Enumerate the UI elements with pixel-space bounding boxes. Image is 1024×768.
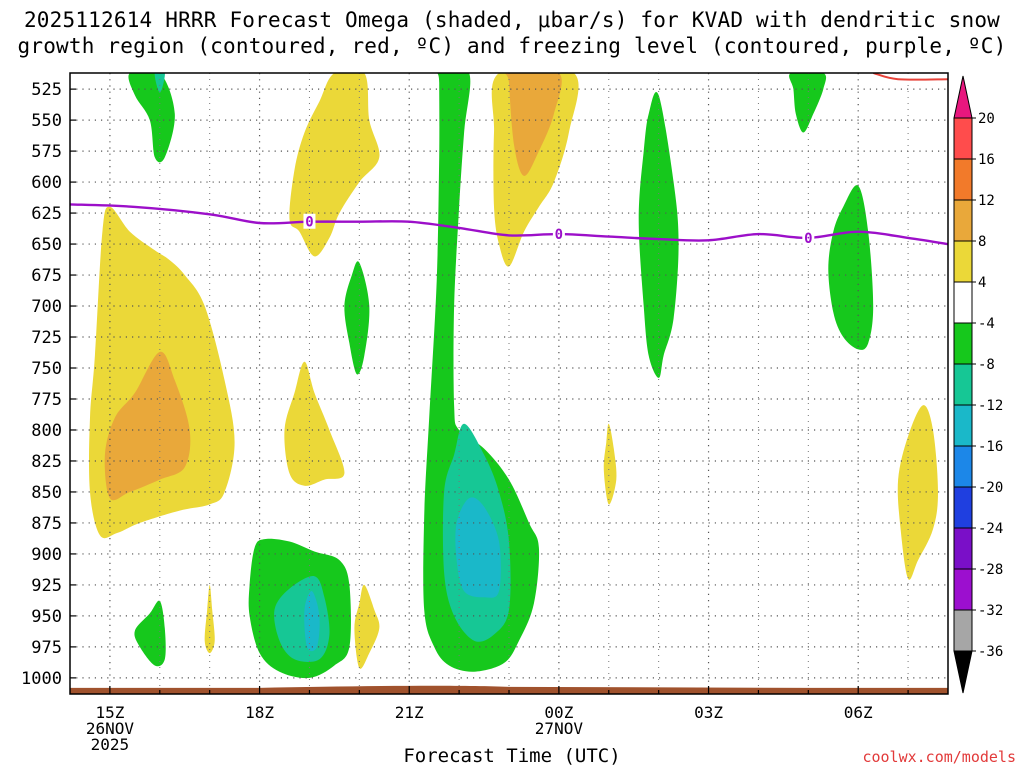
x-tick-label-18Z: 18Z bbox=[245, 703, 274, 722]
colorbar: 20 16 12 8 4 -4 -8 -12 -16 -20 -24 -28 -32 -36 bbox=[953, 75, 1003, 694]
y-tick-label-950: 950 bbox=[31, 607, 62, 627]
y-tick-label-850: 850 bbox=[31, 483, 62, 503]
y-tick-label-800: 800 bbox=[31, 421, 62, 441]
contour-lines: 0 0 0 bbox=[70, 73, 948, 247]
terrain-ground-strip bbox=[70, 685, 948, 694]
grid-lines bbox=[70, 73, 948, 694]
colorbar-label--20: -20 bbox=[978, 480, 1003, 496]
colorbar-swatch bbox=[953, 363, 973, 406]
terrain-ground bbox=[70, 685, 948, 694]
colorbar-label-8: 8 bbox=[978, 234, 986, 250]
y-tick-label-1000: 1000 bbox=[21, 669, 62, 689]
colorbar-label-4: 4 bbox=[978, 275, 986, 291]
dgz-contour-line bbox=[872, 73, 948, 81]
omega-region--12-15 bbox=[304, 591, 320, 652]
x-axis-label: Forecast Time (UTC) bbox=[403, 745, 621, 767]
x-tick-label-21Z: 21Z bbox=[395, 703, 424, 722]
colorbar-label-16: 16 bbox=[978, 152, 995, 168]
colorbar-label--36: -36 bbox=[978, 644, 1003, 660]
colorbar-label--4: -4 bbox=[978, 316, 995, 332]
colorbar-label--32: -32 bbox=[978, 603, 1003, 619]
freezing-label-bg bbox=[802, 229, 815, 245]
omega-region-4-2 bbox=[289, 73, 380, 257]
omega-region--4-21 bbox=[789, 73, 827, 133]
freezing-level-label: 0 bbox=[305, 215, 313, 231]
y-tick-label-625: 625 bbox=[31, 204, 62, 224]
colorbar-swatch bbox=[953, 240, 973, 283]
y-tick-label-550: 550 bbox=[31, 111, 62, 131]
chart-title-line-1: 2025112614 HRRR Forecast Omega (shaded, … bbox=[23, 8, 1001, 32]
omega-region--4-12 bbox=[134, 600, 166, 667]
y-tick-label-650: 650 bbox=[31, 235, 62, 255]
colorbar-swatch bbox=[953, 445, 973, 488]
colorbar-label--28: -28 bbox=[978, 562, 1003, 578]
colorbar-swatch bbox=[953, 322, 973, 365]
colorbar-swatch bbox=[953, 117, 973, 160]
colorbar-label-12: 12 bbox=[978, 193, 995, 209]
y-tick-label-725: 725 bbox=[31, 328, 62, 348]
y-tick-label-525: 525 bbox=[31, 80, 62, 100]
y-tick-label-575: 575 bbox=[31, 142, 62, 162]
colorbar-swatch bbox=[953, 568, 973, 611]
omega-region--12-19 bbox=[455, 497, 501, 598]
y-tick-label-775: 775 bbox=[31, 390, 62, 410]
colorbar-swatch bbox=[953, 609, 973, 652]
y-tick-label-600: 600 bbox=[31, 173, 62, 193]
y-tick-label-975: 975 bbox=[31, 638, 62, 658]
x-tick-label-00Z: 00Z bbox=[544, 703, 573, 722]
x-tick-label-27NOV: 27NOV bbox=[535, 719, 584, 738]
omega-region-4-9 bbox=[897, 405, 938, 580]
omega-region--4-22 bbox=[828, 185, 874, 350]
omega-region-4-3 bbox=[284, 361, 345, 486]
colorbar-swatch bbox=[953, 486, 973, 529]
omega-region-4-5 bbox=[354, 584, 380, 669]
colorbar-label--24: -24 bbox=[978, 521, 1003, 537]
x-tick-label-2025: 2025 bbox=[91, 735, 130, 754]
colorbar-swatch bbox=[953, 281, 973, 324]
omega-region--8-11 bbox=[154, 73, 165, 93]
y-tick-label-875: 875 bbox=[31, 514, 62, 534]
freezing-level-label: 0 bbox=[804, 231, 812, 247]
x-tick-label-03Z: 03Z bbox=[694, 703, 723, 722]
omega-region-8-1 bbox=[104, 351, 191, 501]
y-tick-label-700: 700 bbox=[31, 297, 62, 317]
y-tick-label-825: 825 bbox=[31, 452, 62, 472]
x-tick-label-15Z: 15Z bbox=[95, 703, 124, 722]
colorbar-label--16: -16 bbox=[978, 439, 1003, 455]
freezing-level-label: 0 bbox=[555, 227, 563, 243]
y-tick-label-750: 750 bbox=[31, 359, 62, 379]
omega-region--4-16 bbox=[344, 261, 370, 375]
colorbar-swatch bbox=[953, 404, 973, 447]
credit-text[interactable]: coolwx.com/models bbox=[862, 748, 1016, 766]
colorbar-label-20: 20 bbox=[978, 111, 995, 127]
omega-shaded-regions bbox=[89, 73, 938, 679]
omega-region-8-7 bbox=[505, 73, 562, 176]
colorbar-bottom-arrow bbox=[953, 650, 973, 694]
freezing-label-bg bbox=[552, 226, 565, 242]
omega-region-4-8 bbox=[603, 423, 617, 505]
x-tick-label-06Z: 06Z bbox=[844, 703, 873, 722]
omega-region--4-20 bbox=[638, 91, 679, 378]
colorbar-swatch bbox=[953, 527, 973, 570]
colorbar-top-arrow bbox=[953, 75, 973, 119]
y-axis: 525 550 575 600 625 650 675 700 725 750 775 800 825 8… bbox=[21, 80, 76, 689]
y-tick-label-925: 925 bbox=[31, 576, 62, 596]
omega-region--4-10 bbox=[128, 73, 175, 163]
freezing-label-bg bbox=[303, 213, 316, 229]
y-tick-label-900: 900 bbox=[31, 545, 62, 565]
chart-title-line-2: growth region (contoured, red, ºC) and f… bbox=[17, 34, 1007, 58]
colorbar-swatch bbox=[953, 158, 973, 201]
colorbar-swatch bbox=[953, 199, 973, 242]
y-tick-label-675: 675 bbox=[31, 266, 62, 286]
colorbar-label--8: -8 bbox=[978, 357, 995, 373]
colorbar-label--12: -12 bbox=[978, 398, 1003, 414]
x-tick-label-26NOV: 26NOV bbox=[86, 719, 135, 738]
